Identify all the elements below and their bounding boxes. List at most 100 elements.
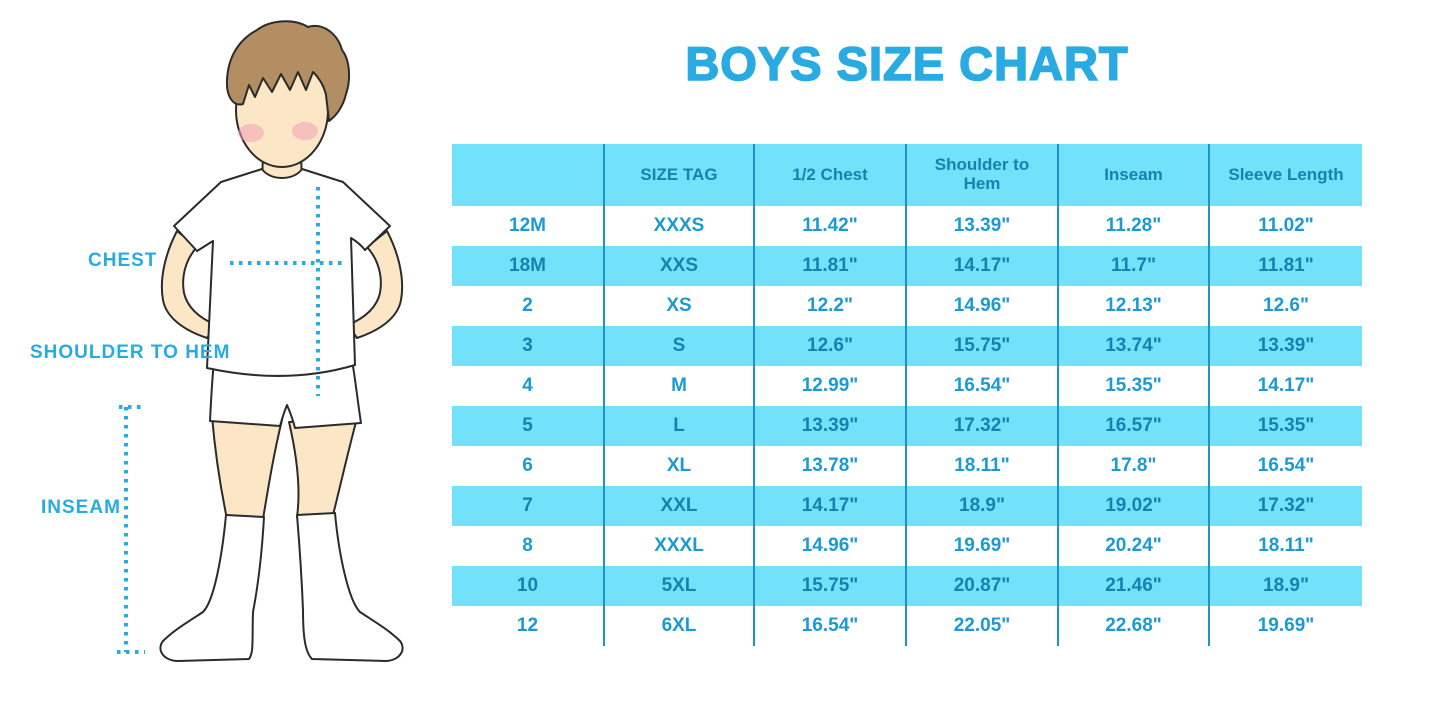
page-title: BOYS SIZE CHART: [685, 36, 1129, 91]
value-cell: L: [603, 406, 753, 446]
value-cell: 13.78": [753, 446, 905, 486]
value-cell: 18.11": [905, 446, 1057, 486]
header-cell-1: SIZE TAG: [603, 144, 753, 206]
value-cell: 13.39": [1208, 326, 1362, 366]
value-cell: 16.57": [1057, 406, 1208, 446]
header-cell-0: [452, 144, 603, 206]
value-cell: 6XL: [603, 606, 753, 646]
value-cell: 13.39": [753, 406, 905, 446]
size-cell: 3: [452, 326, 603, 366]
table-row-2: 2 XS 12.2" 14.96" 12.13" 12.6": [452, 286, 1362, 326]
boy-sock-left: [159, 514, 265, 662]
value-cell: 16.54": [1208, 446, 1362, 486]
value-cell: 15.75": [753, 566, 905, 606]
value-cell: XXL: [603, 486, 753, 526]
value-cell: M: [603, 366, 753, 406]
boy-sock-right: [296, 512, 404, 662]
size-table: SIZE TAG 1/2 Chest Shoulder to Hem Inseam Sl…: [452, 144, 1362, 646]
size-cell: 18M: [452, 246, 603, 286]
value-cell: 15.75": [905, 326, 1057, 366]
boy-arm-left: [160, 230, 217, 339]
table-row-4: 4 M 12.99" 16.54" 15.35" 14.17": [452, 366, 1362, 406]
value-cell: XS: [603, 286, 753, 326]
value-cell: 12.2": [753, 286, 905, 326]
value-cell: 11.42": [753, 206, 905, 246]
boy-leg-left: [211, 415, 283, 520]
header-cell-2: 1/2 Chest: [753, 144, 905, 206]
value-cell: 11.81": [753, 246, 905, 286]
value-cell: 14.17": [905, 246, 1057, 286]
table-row-10: 10 5XL 15.75" 20.87" 21.46" 18.9": [452, 566, 1362, 606]
table-row-12: 12 6XL 16.54" 22.05" 22.68" 19.69": [452, 606, 1362, 646]
boy-hair: [225, 20, 351, 122]
value-cell: 12.6": [753, 326, 905, 366]
size-cell: 8: [522, 534, 533, 556]
value-cell: 16.54": [905, 366, 1057, 406]
size-cell: 2: [522, 294, 533, 316]
value-cell: 15.35": [1057, 366, 1208, 406]
chest-label: CHEST: [88, 250, 158, 271]
value-cell: 14.96": [753, 526, 905, 566]
value-cell: 11.02": [1208, 206, 1362, 246]
size-cell: 10: [452, 566, 603, 606]
value-cell: 19.69": [905, 526, 1057, 566]
table-row-7: 7 XXL 14.17" 18.9" 19.02" 17.32": [452, 486, 1362, 526]
size-cell: 6: [522, 454, 533, 476]
size-cell: 7: [452, 486, 603, 526]
value-cell: 13.39": [905, 206, 1057, 246]
blush-right: [292, 122, 318, 140]
value-cell: 18.9": [905, 486, 1057, 526]
value-cell: 19.02": [1057, 486, 1208, 526]
value-cell: 11.7": [1057, 246, 1208, 286]
value-cell: XXXL: [603, 526, 753, 566]
value-cell: 20.24": [1057, 526, 1208, 566]
value-cell: 17.8": [1057, 446, 1208, 486]
value-cell: 14.17": [753, 486, 905, 526]
table-row-12M: 12M XXXS 11.42" 13.39" 11.28" 11.02": [452, 206, 1362, 246]
boy-leg-right: [288, 417, 358, 518]
size-cell: 5: [452, 406, 603, 446]
value-cell: 12.99": [753, 366, 905, 406]
value-cell: 22.68": [1057, 606, 1208, 646]
header-cell-5: Sleeve Length: [1208, 144, 1362, 206]
table-header-row: SIZE TAG 1/2 Chest Shoulder to Hem Inseam Sl…: [452, 144, 1362, 206]
table-row-8: 8 XXXL 14.96" 19.69" 20.24" 18.11": [452, 526, 1362, 566]
value-cell: XXS: [603, 246, 753, 286]
table-row-18M: 18M XXS 11.81" 14.17" 11.7" 11.81": [452, 246, 1362, 286]
value-cell: 13.74": [1057, 326, 1208, 366]
table-row-5: 5 L 13.39" 17.32" 16.57" 15.35": [452, 406, 1362, 446]
blush-left: [238, 124, 264, 142]
size-cell: 12: [516, 614, 539, 636]
inseam-label: INSEAM: [41, 497, 121, 518]
value-cell: 17.32": [905, 406, 1057, 446]
value-cell: 18.11": [1208, 526, 1362, 566]
boy-measurement-diagram: [117, 20, 404, 662]
boy-shorts: [209, 359, 362, 429]
value-cell: 12.6": [1208, 286, 1362, 326]
boy-arm-right: [347, 230, 404, 339]
value-cell: 19.69": [1208, 606, 1362, 646]
value-cell: 18.9": [1208, 566, 1362, 606]
value-cell: 5XL: [603, 566, 753, 606]
header-cell-3: Shoulder to Hem: [905, 144, 1057, 206]
value-cell: XL: [603, 446, 753, 486]
value-cell: 17.32": [1208, 486, 1362, 526]
header-cell-4: Inseam: [1057, 144, 1208, 206]
size-cell: 12M: [509, 214, 546, 236]
value-cell: 22.05": [905, 606, 1057, 646]
shoulder-to-hem-label: SHOULDER TO HEM: [30, 342, 231, 363]
value-cell: 15.35": [1208, 406, 1362, 446]
size-cell: 4: [522, 374, 533, 396]
boy-tshirt: [173, 168, 391, 377]
value-cell: 12.13": [1057, 286, 1208, 326]
value-cell: 16.54": [753, 606, 905, 646]
value-cell: 11.81": [1208, 246, 1362, 286]
value-cell: 21.46": [1057, 566, 1208, 606]
value-cell: 14.17": [1208, 366, 1362, 406]
table-row-3: 3 S 12.6" 15.75" 13.74" 13.39": [452, 326, 1362, 366]
table-row-6: 6 XL 13.78" 18.11" 17.8" 16.54": [452, 446, 1362, 486]
value-cell: XXXS: [603, 206, 753, 246]
value-cell: 14.96": [905, 286, 1057, 326]
value-cell: 20.87": [905, 566, 1057, 606]
